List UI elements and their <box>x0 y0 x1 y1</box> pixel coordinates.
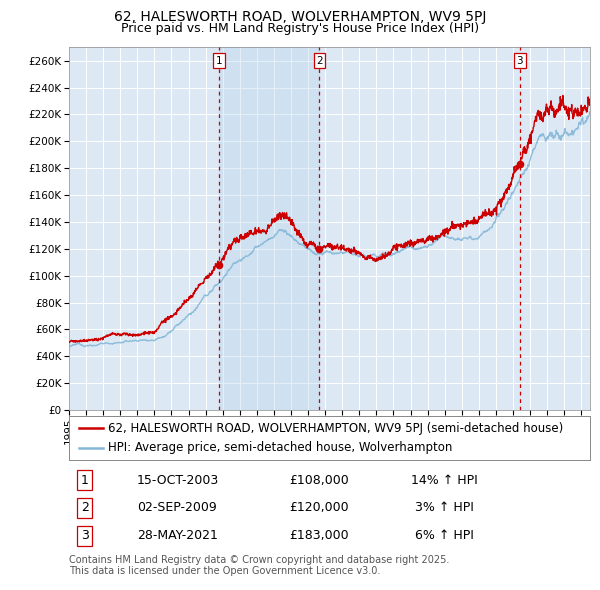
Text: 28-MAY-2021: 28-MAY-2021 <box>137 529 218 542</box>
Text: 3: 3 <box>80 529 89 542</box>
Text: HPI: Average price, semi-detached house, Wolverhampton: HPI: Average price, semi-detached house,… <box>108 441 452 454</box>
Text: Contains HM Land Registry data © Crown copyright and database right 2025.
This d: Contains HM Land Registry data © Crown c… <box>69 555 449 576</box>
Text: Price paid vs. HM Land Registry's House Price Index (HPI): Price paid vs. HM Land Registry's House … <box>121 22 479 35</box>
Text: 15-OCT-2003: 15-OCT-2003 <box>137 474 219 487</box>
Text: 3: 3 <box>517 55 523 65</box>
Text: 1: 1 <box>80 474 89 487</box>
Text: 3% ↑ HPI: 3% ↑ HPI <box>415 502 473 514</box>
Text: 62, HALESWORTH ROAD, WOLVERHAMPTON, WV9 5PJ (semi-detached house): 62, HALESWORTH ROAD, WOLVERHAMPTON, WV9 … <box>108 422 563 435</box>
Text: 14% ↑ HPI: 14% ↑ HPI <box>410 474 478 487</box>
Text: £120,000: £120,000 <box>289 502 349 514</box>
Text: £108,000: £108,000 <box>289 474 349 487</box>
Text: 62, HALESWORTH ROAD, WOLVERHAMPTON, WV9 5PJ: 62, HALESWORTH ROAD, WOLVERHAMPTON, WV9 … <box>114 10 486 24</box>
Text: 2: 2 <box>316 55 323 65</box>
Text: 1: 1 <box>216 55 223 65</box>
Text: £183,000: £183,000 <box>289 529 349 542</box>
Bar <box>219 47 319 410</box>
Text: 6% ↑ HPI: 6% ↑ HPI <box>415 529 473 542</box>
Text: 02-SEP-2009: 02-SEP-2009 <box>137 502 217 514</box>
Text: 2: 2 <box>80 502 89 514</box>
